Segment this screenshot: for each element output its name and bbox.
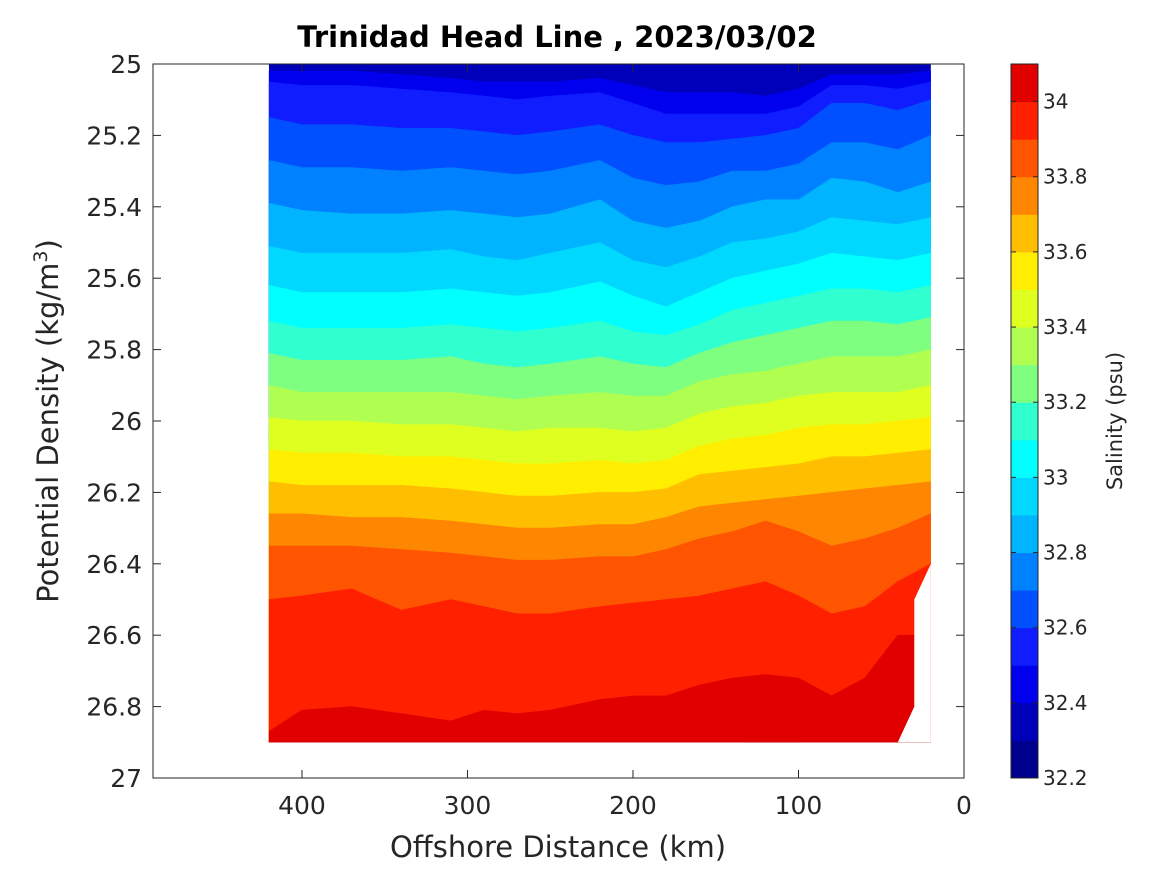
- colorbar-tick-label: 33.6: [1043, 240, 1088, 264]
- colorbar-segment: [1011, 101, 1038, 140]
- y-tick-label: 27: [110, 764, 142, 793]
- colorbar-segment: [1011, 402, 1038, 441]
- y-tick-label: 26.4: [86, 550, 142, 579]
- contour-band: [268, 634, 931, 743]
- colorbar-label: Salinity (psu): [1103, 352, 1127, 490]
- colorbar-axis: 32.2 32.4 32.6 32.8 33 33.2 33.4 33.6 33.8 34: [1011, 90, 1088, 790]
- colorbar-fills: [1011, 64, 1038, 779]
- chart-title: Trinidad Head Line , 2023/03/02: [297, 20, 817, 54]
- colorbar-segment: [1011, 139, 1038, 178]
- y-tick-label: 25: [110, 50, 142, 79]
- contour-fills: [268, 64, 931, 743]
- y-tick-label: 25.2: [86, 121, 142, 150]
- x-tick-label: 400: [278, 791, 326, 820]
- y-axis: 25 25.2 25.4 25.6 25.8 26 26.2 26.4 26.6 26.8 27: [86, 50, 964, 793]
- colorbar-segment: [1011, 477, 1038, 516]
- colorbar-tick-label: 33.4: [1043, 315, 1088, 339]
- colorbar-segment: [1011, 702, 1038, 741]
- plot-area: 400 300 200 100 0 25 25.2 25.4 25.6 25.8 26 26.2 26…: [86, 50, 972, 820]
- x-tick-label: 300: [444, 791, 492, 820]
- no-data-region: [897, 563, 931, 743]
- colorbar-tick-label: 32.4: [1043, 691, 1088, 715]
- y-tick-label: 25.4: [86, 193, 142, 222]
- x-axis-label: Offshore Distance (km): [390, 830, 726, 864]
- x-tick-label: 200: [609, 791, 657, 820]
- colorbar-segment: [1011, 289, 1038, 328]
- x-tick-label: 100: [775, 791, 823, 820]
- x-axis: 400 300 200 100 0: [278, 64, 972, 820]
- colorbar-frame: [1010, 63, 1039, 779]
- y-tick-label: 26: [110, 407, 142, 436]
- y-tick-label: 26.8: [86, 693, 142, 722]
- colorbar-tick-label: 32.6: [1043, 616, 1088, 640]
- colorbar-tick-label: 33.2: [1043, 390, 1088, 414]
- colorbar-segment: [1011, 552, 1038, 591]
- colorbar-segment: [1011, 327, 1038, 366]
- colorbar-tick-label: 33: [1043, 465, 1068, 489]
- colorbar-segment: [1011, 364, 1038, 403]
- colorbar-tick-label: 32.2: [1043, 766, 1088, 790]
- y-axis-label: Potential Density (kg/m3): [30, 239, 65, 603]
- y-tick-label: 26.2: [86, 478, 142, 507]
- colorbar: 32.2 32.4 32.6 32.8 33 33.2 33.4 33.6 33.8 34 Sal…: [1010, 63, 1127, 790]
- y-tick-label: 25.6: [86, 264, 142, 293]
- y-tick-label: 25.8: [86, 336, 142, 365]
- colorbar-tick-label: 33.8: [1043, 165, 1088, 189]
- colorbar-tick-label: 32.8: [1043, 541, 1088, 565]
- colorbar-segment: [1011, 740, 1038, 779]
- y-axis-label-text: Potential Density (kg/m: [31, 263, 65, 603]
- y-tick-label: 26.6: [86, 621, 142, 650]
- y-axis-label-close: ): [31, 239, 65, 250]
- colorbar-segment: [1011, 627, 1038, 666]
- colorbar-segment: [1011, 590, 1038, 629]
- colorbar-segment: [1011, 514, 1038, 554]
- colorbar-segment: [1011, 251, 1038, 290]
- colorbar-segment: [1011, 214, 1038, 253]
- colorbar-segment: [1011, 64, 1038, 103]
- y-axis-label-superscript: 3: [30, 250, 52, 262]
- x-tick-label: 0: [956, 791, 972, 820]
- colorbar-segment: [1011, 176, 1038, 215]
- colorbar-tick-label: 34: [1043, 90, 1068, 114]
- colorbar-segment: [1011, 665, 1038, 704]
- colorbar-segment: [1011, 439, 1038, 478]
